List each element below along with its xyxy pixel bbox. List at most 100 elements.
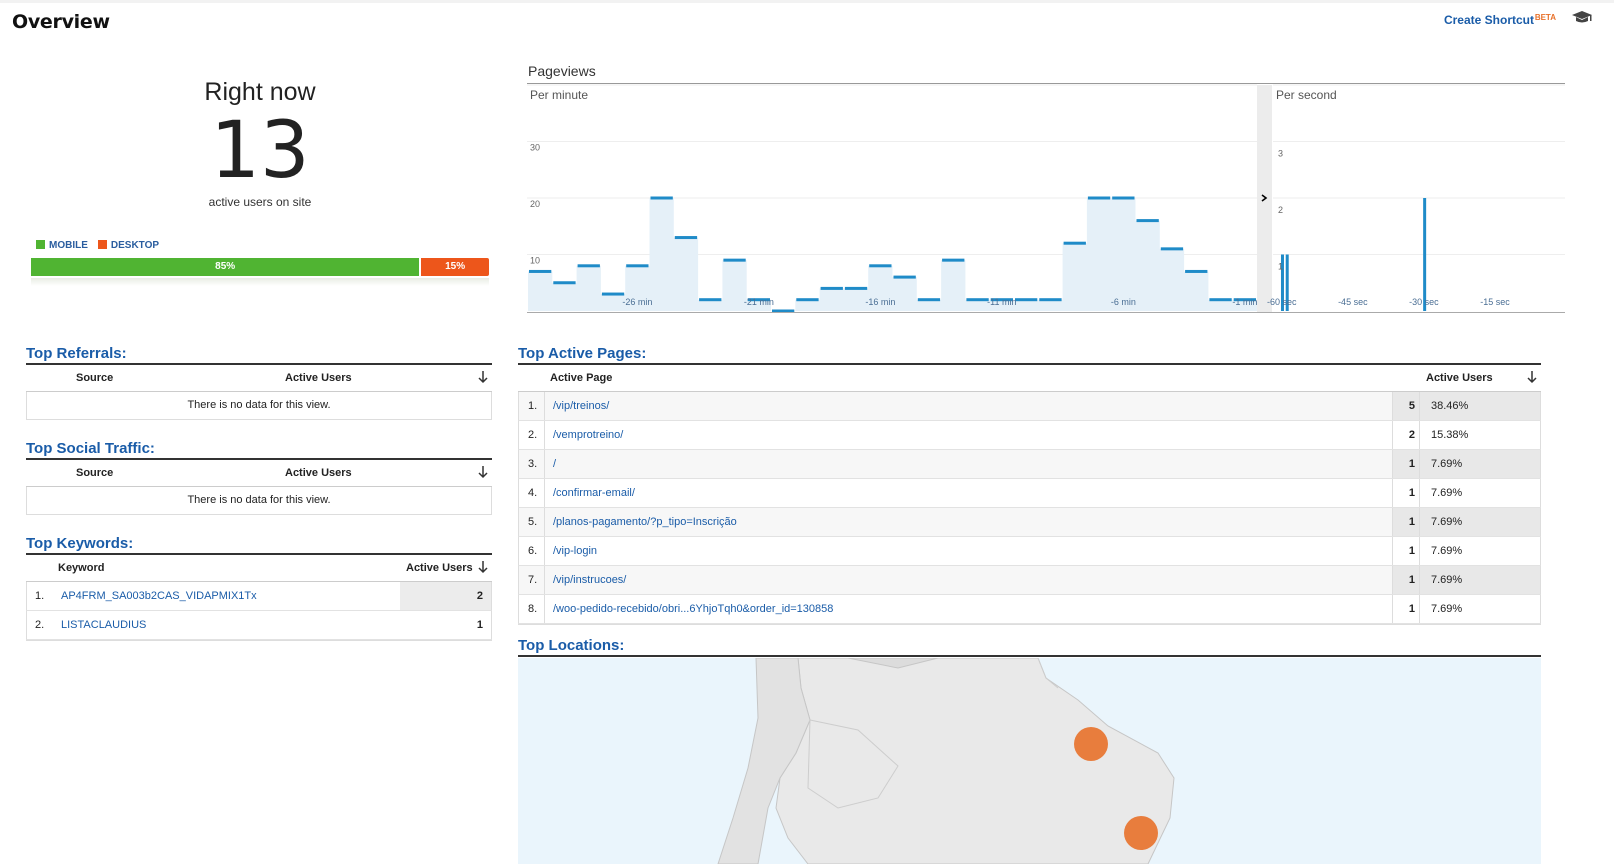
- active-users-subtitle: active users on site: [208, 195, 312, 209]
- col-active-users[interactable]: Active Users: [406, 562, 473, 574]
- minute-bar[interactable]: [1209, 298, 1232, 302]
- page-users: 1: [1408, 603, 1415, 615]
- per-minute-label: Per minute: [530, 88, 588, 102]
- location-marker[interactable]: [1074, 727, 1108, 761]
- table-row: 6. /vip-login 1 7.69%: [518, 537, 1541, 566]
- y-tick-label: 10: [530, 256, 540, 266]
- minute-bar[interactable]: [869, 264, 892, 268]
- active-page-link[interactable]: /woo-pedido-recebido/obri...6YhjoTqh0&or…: [553, 603, 834, 615]
- minute-bar[interactable]: [820, 286, 843, 290]
- west-country-shape: [717, 658, 811, 864]
- arrow-down-icon[interactable]: [478, 560, 488, 574]
- col-active-users[interactable]: Active Users: [1426, 372, 1493, 384]
- users-cell-bg: [400, 611, 491, 639]
- minute-bar[interactable]: [723, 258, 746, 262]
- top-referrals-table: Source Active Users There is no data for…: [26, 363, 492, 420]
- cell-divider: [1419, 450, 1420, 478]
- locations-map[interactable]: [518, 658, 1541, 864]
- minute-bar[interactable]: [1160, 247, 1184, 251]
- active-page-link[interactable]: /planos-pagamento/?p_tipo=Inscrição: [553, 516, 737, 528]
- top-pages-table: Active Page Active Users 1. /vip/treinos/…: [518, 363, 1541, 625]
- minute-bar[interactable]: [577, 264, 600, 268]
- x-tick-label: -21 min: [744, 297, 774, 307]
- map-svg: [717, 658, 1175, 864]
- minute-bar[interactable]: [1233, 298, 1256, 302]
- minute-bar[interactable]: [529, 269, 552, 273]
- minute-bar[interactable]: [553, 281, 576, 285]
- desktop-swatch: [97, 240, 107, 249]
- col-active-users[interactable]: Active Users: [285, 372, 352, 384]
- users-cell-bg: [1392, 392, 1540, 420]
- active-page-link[interactable]: /vip/treinos/: [553, 400, 610, 412]
- page-users: 1: [1408, 458, 1415, 470]
- active-page-link[interactable]: /: [553, 458, 557, 470]
- row-number: 7.: [528, 574, 538, 586]
- active-page-link[interactable]: /vemprotreino/: [553, 429, 624, 441]
- top-social-table: Source Active Users There is no data for…: [26, 458, 492, 515]
- row-number: 6.: [528, 545, 538, 557]
- minute-bar[interactable]: [796, 298, 819, 302]
- minute-bar[interactable]: [601, 292, 625, 296]
- col-source[interactable]: Source: [76, 372, 114, 384]
- minute-bar[interactable]: [1136, 219, 1159, 223]
- chevron-right-icon[interactable]: [1261, 194, 1268, 202]
- minute-bar[interactable]: [1039, 298, 1062, 302]
- cell-divider: [544, 566, 545, 594]
- minute-bar[interactable]: [626, 264, 649, 268]
- second-bar[interactable]: [1423, 198, 1427, 311]
- page-percent: 7.69%: [1431, 516, 1463, 528]
- second-bar[interactable]: [1280, 254, 1284, 312]
- minute-bar[interactable]: [1015, 298, 1038, 302]
- col-source[interactable]: Source: [76, 467, 114, 479]
- minute-bar[interactable]: [674, 236, 698, 240]
- cell-divider: [1419, 392, 1420, 420]
- pageviews-area: [528, 198, 1257, 311]
- col-active-users[interactable]: Active Users: [285, 467, 352, 479]
- page-percent: 38.46%: [1431, 400, 1469, 412]
- page-percent: 7.69%: [1431, 574, 1463, 586]
- keyword-link[interactable]: LISTACLAUDIUS: [61, 619, 147, 631]
- minute-bar[interactable]: [893, 275, 916, 279]
- minute-bar[interactable]: [990, 298, 1013, 302]
- second-bar[interactable]: [1285, 254, 1289, 312]
- minute-bar[interactable]: [650, 196, 673, 200]
- minute-bar[interactable]: [1112, 196, 1135, 200]
- minute-bar[interactable]: [699, 298, 722, 302]
- minute-bar[interactable]: [966, 298, 989, 302]
- minute-bar[interactable]: [1087, 196, 1111, 200]
- arrow-down-icon[interactable]: [478, 465, 488, 479]
- minute-bar[interactable]: [1063, 241, 1086, 245]
- active-page-link[interactable]: /confirmar-email/: [553, 487, 635, 499]
- location-marker[interactable]: [1124, 816, 1158, 850]
- table-row: 8. /woo-pedido-recebido/obri...6YhjoTqh0&…: [518, 595, 1541, 624]
- table-header: Source Active Users: [26, 365, 492, 392]
- keyword-link[interactable]: AP4FRM_SA003b2CAS_VIDAPMIX1Tx: [61, 590, 257, 602]
- cell-divider: [544, 537, 545, 565]
- col-active-page[interactable]: Active Page: [550, 372, 613, 384]
- create-shortcut-link[interactable]: Create Shortcut: [1443, 13, 1534, 27]
- cell-divider: [1392, 421, 1393, 449]
- minute-bar[interactable]: [1185, 269, 1208, 273]
- arrow-down-icon[interactable]: [1527, 370, 1537, 384]
- cell-divider: [544, 508, 545, 536]
- minute-bar[interactable]: [844, 286, 868, 290]
- active-page-link[interactable]: /vip/instrucoes/: [553, 574, 627, 586]
- minute-bar[interactable]: [747, 298, 770, 302]
- minute-bar[interactable]: [917, 298, 941, 302]
- table-row: 7. /vip/instrucoes/1 7.69%: [518, 566, 1541, 595]
- table-row: 5. /planos-pagamento/?p_tipo=Inscrição 1 7.…: [518, 508, 1541, 537]
- y-tick-label: 1: [1278, 262, 1283, 272]
- minute-bar[interactable]: [942, 258, 965, 262]
- graduation-cap-icon[interactable]: [1572, 9, 1592, 30]
- locations-rule: [518, 655, 1541, 657]
- x-tick-label: -16 min: [865, 297, 895, 307]
- table-header: Active Page Active Users: [518, 365, 1541, 392]
- cell-divider: [544, 421, 545, 449]
- minute-bar[interactable]: [772, 309, 795, 313]
- cell-divider: [1392, 392, 1393, 420]
- x-tick-label: -30 sec: [1409, 297, 1439, 307]
- active-page-link[interactable]: /vip-login: [553, 545, 598, 557]
- arrow-down-icon[interactable]: [478, 370, 488, 384]
- col-keyword[interactable]: Keyword: [58, 562, 105, 574]
- x-tick-label: -60 sec: [1267, 297, 1297, 307]
